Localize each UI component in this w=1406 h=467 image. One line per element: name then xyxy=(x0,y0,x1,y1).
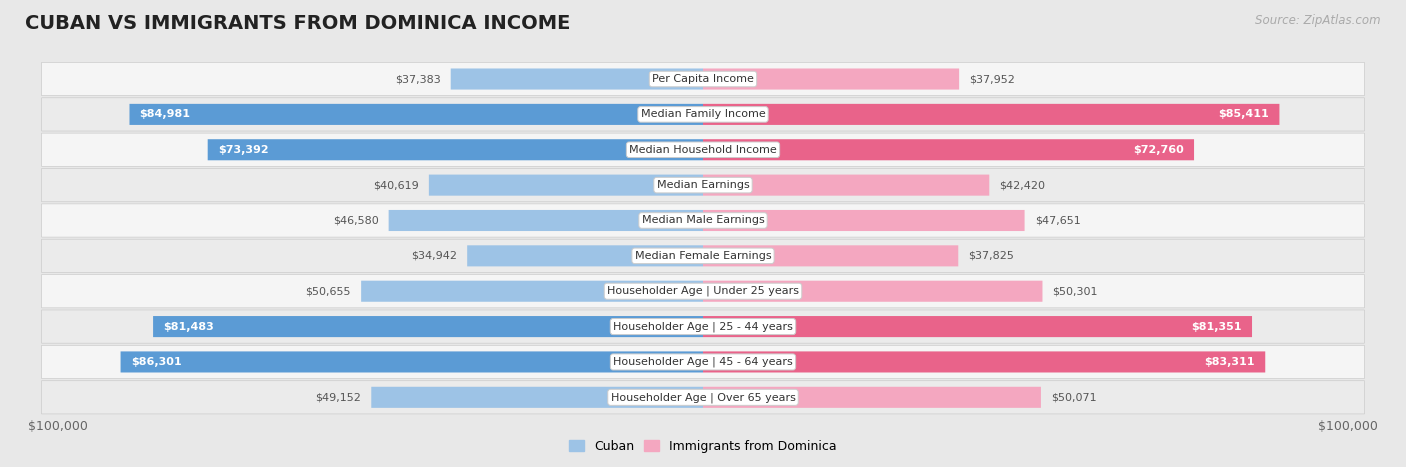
FancyBboxPatch shape xyxy=(153,316,703,337)
Text: Median Household Income: Median Household Income xyxy=(628,145,778,155)
FancyBboxPatch shape xyxy=(121,351,703,373)
FancyBboxPatch shape xyxy=(703,69,959,90)
FancyBboxPatch shape xyxy=(42,310,1364,343)
FancyBboxPatch shape xyxy=(429,175,703,196)
Text: $81,351: $81,351 xyxy=(1191,322,1241,332)
Text: Median Family Income: Median Family Income xyxy=(641,109,765,120)
FancyBboxPatch shape xyxy=(703,104,1279,125)
Text: $42,420: $42,420 xyxy=(1000,180,1046,190)
FancyBboxPatch shape xyxy=(703,175,990,196)
FancyBboxPatch shape xyxy=(371,387,703,408)
FancyBboxPatch shape xyxy=(208,139,703,160)
FancyBboxPatch shape xyxy=(467,245,703,266)
Text: Source: ZipAtlas.com: Source: ZipAtlas.com xyxy=(1256,14,1381,27)
Text: $73,392: $73,392 xyxy=(218,145,269,155)
Text: $100,000: $100,000 xyxy=(28,420,89,433)
Text: $85,411: $85,411 xyxy=(1219,109,1270,120)
Text: Householder Age | 45 - 64 years: Householder Age | 45 - 64 years xyxy=(613,357,793,367)
Text: CUBAN VS IMMIGRANTS FROM DOMINICA INCOME: CUBAN VS IMMIGRANTS FROM DOMINICA INCOME xyxy=(25,14,571,33)
FancyBboxPatch shape xyxy=(42,98,1364,131)
FancyBboxPatch shape xyxy=(42,169,1364,202)
Text: Per Capita Income: Per Capita Income xyxy=(652,74,754,84)
FancyBboxPatch shape xyxy=(703,316,1251,337)
Text: $86,301: $86,301 xyxy=(131,357,181,367)
FancyBboxPatch shape xyxy=(703,281,1042,302)
Text: $49,152: $49,152 xyxy=(315,392,361,402)
Text: Householder Age | Under 25 years: Householder Age | Under 25 years xyxy=(607,286,799,297)
FancyBboxPatch shape xyxy=(703,245,959,266)
Text: $34,942: $34,942 xyxy=(411,251,457,261)
FancyBboxPatch shape xyxy=(361,281,703,302)
Text: $37,952: $37,952 xyxy=(969,74,1015,84)
FancyBboxPatch shape xyxy=(703,387,1040,408)
Text: $50,655: $50,655 xyxy=(305,286,352,296)
Text: $37,383: $37,383 xyxy=(395,74,440,84)
Text: $83,311: $83,311 xyxy=(1205,357,1256,367)
Text: $84,981: $84,981 xyxy=(139,109,191,120)
Text: $100,000: $100,000 xyxy=(1317,420,1378,433)
FancyBboxPatch shape xyxy=(703,139,1194,160)
Text: Median Male Earnings: Median Male Earnings xyxy=(641,215,765,226)
Text: $40,619: $40,619 xyxy=(373,180,419,190)
FancyBboxPatch shape xyxy=(388,210,703,231)
Text: $37,825: $37,825 xyxy=(969,251,1014,261)
Text: $72,760: $72,760 xyxy=(1133,145,1184,155)
FancyBboxPatch shape xyxy=(42,345,1364,379)
Text: Median Female Earnings: Median Female Earnings xyxy=(634,251,772,261)
Text: $50,071: $50,071 xyxy=(1052,392,1097,402)
Text: Householder Age | 25 - 44 years: Householder Age | 25 - 44 years xyxy=(613,321,793,332)
FancyBboxPatch shape xyxy=(451,69,703,90)
Text: $50,301: $50,301 xyxy=(1053,286,1098,296)
Text: $47,651: $47,651 xyxy=(1035,215,1080,226)
Text: $81,483: $81,483 xyxy=(163,322,214,332)
FancyBboxPatch shape xyxy=(42,275,1364,308)
FancyBboxPatch shape xyxy=(129,104,703,125)
FancyBboxPatch shape xyxy=(42,239,1364,272)
FancyBboxPatch shape xyxy=(42,133,1364,166)
Text: $46,580: $46,580 xyxy=(333,215,378,226)
Text: Median Earnings: Median Earnings xyxy=(657,180,749,190)
FancyBboxPatch shape xyxy=(42,63,1364,96)
Text: Householder Age | Over 65 years: Householder Age | Over 65 years xyxy=(610,392,796,403)
FancyBboxPatch shape xyxy=(703,351,1265,373)
FancyBboxPatch shape xyxy=(42,381,1364,414)
FancyBboxPatch shape xyxy=(42,204,1364,237)
FancyBboxPatch shape xyxy=(703,210,1025,231)
Legend: Cuban, Immigrants from Dominica: Cuban, Immigrants from Dominica xyxy=(564,435,842,458)
